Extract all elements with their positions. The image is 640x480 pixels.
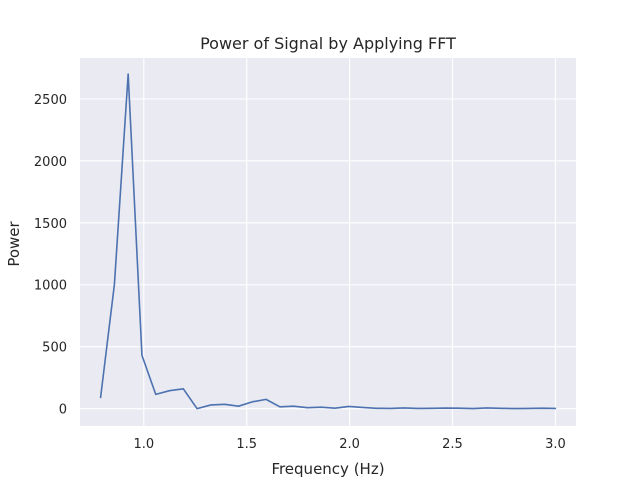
x-tick-label: 1.5 [236, 437, 257, 452]
y-grid [80, 98, 576, 410]
x-grid [143, 58, 556, 426]
x-axis-label: Frequency (Hz) [271, 460, 384, 478]
chart-title: Power of Signal by Applying FFT [200, 34, 456, 53]
y-tick-label: 0 [59, 403, 67, 418]
series-layer [99, 73, 557, 410]
y-tick-label: 2000 [34, 155, 67, 170]
y-tick-labels: 0 500 1000 1500 2000 2500 [34, 93, 67, 418]
x-tick-label: 2.5 [442, 437, 463, 452]
y-tick-label: 2500 [34, 93, 67, 108]
x-tick-labels: 1.0 1.5 2.0 2.5 3.0 [133, 437, 565, 452]
y-tick-label: 1000 [34, 279, 67, 294]
y-tick-label: 500 [42, 341, 67, 356]
y-tick-label: 1500 [34, 217, 67, 232]
x-tick-label: 2.0 [339, 437, 360, 452]
x-tick-label: 3.0 [545, 437, 566, 452]
plot-background [80, 58, 576, 426]
power-series-line [99, 73, 557, 410]
x-tick-label: 1.0 [133, 437, 154, 452]
y-axis-label: Power [5, 220, 23, 266]
